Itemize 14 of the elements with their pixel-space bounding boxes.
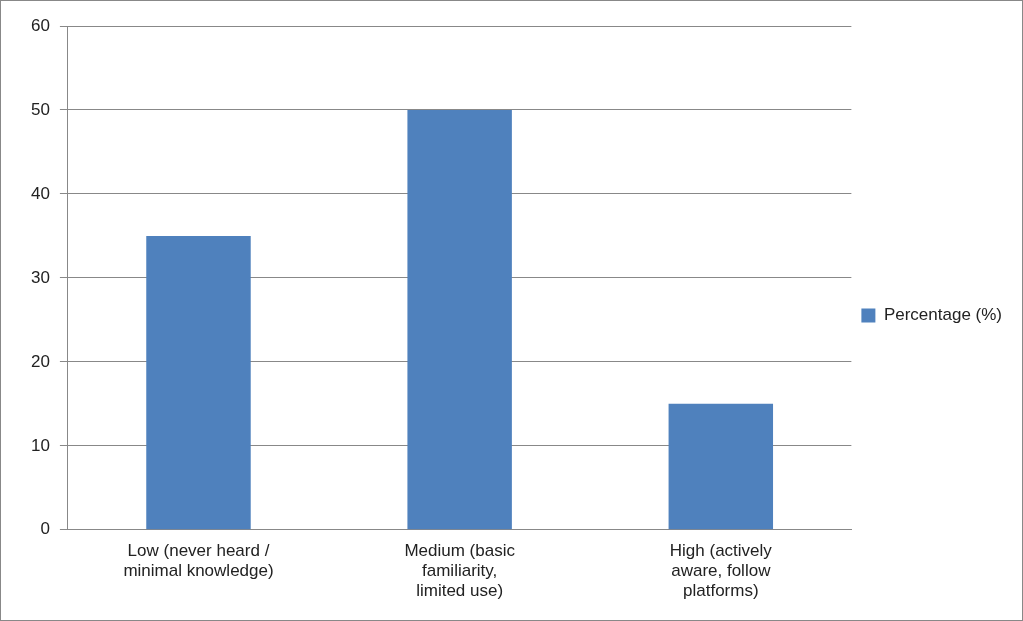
bar (668, 403, 774, 530)
x-tick-label: High (actively aware, follow platforms) (669, 540, 773, 601)
x-tick-label: Medium (basic familiarity, limited use) (404, 540, 516, 601)
bar (407, 109, 512, 530)
legend-label: Percentage (%) (883, 305, 1003, 325)
y-tick-label: 20 (30, 351, 50, 371)
y-tick-label: 10 (30, 435, 50, 455)
y-tick-label: 40 (30, 183, 50, 203)
y-tick-label: 60 (30, 15, 50, 35)
x-tick-label: Low (never heard / minimal knowledge) (123, 540, 274, 581)
bar (146, 235, 251, 530)
y-tick-label: 50 (30, 99, 50, 119)
y-tick-label: 0 (40, 519, 50, 539)
y-tick-label: 30 (30, 267, 50, 287)
